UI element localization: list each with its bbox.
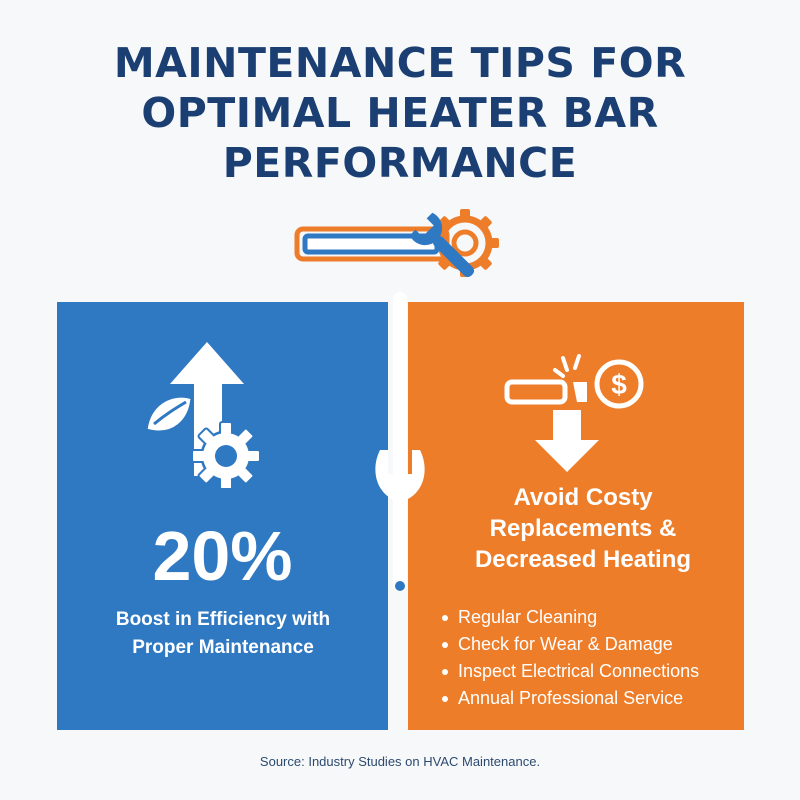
- title-line-3: PERFORMANCE: [222, 139, 578, 187]
- bullet-icon: [442, 668, 448, 675]
- broken-bar-cost-icon: $: [504, 354, 644, 472]
- svg-text:$: $: [611, 369, 627, 400]
- wrench-icon: [375, 292, 425, 592]
- maintenance-tips-list: Regular Cleaning Check for Wear & Damage…: [442, 604, 699, 712]
- tip-label: Annual Professional Service: [458, 688, 684, 708]
- list-item: Annual Professional Service: [442, 685, 699, 712]
- tip-label: Regular Cleaning: [458, 607, 598, 627]
- source-note: Source: Industry Studies on HVAC Mainten…: [259, 754, 541, 769]
- heater-bar-wrench-gear-icon: [294, 209, 499, 278]
- list-item: Check for Wear & Damage: [442, 631, 699, 658]
- bullet-icon: [442, 695, 448, 702]
- costs-panel: $ Avoid Costy Replacements & Decreased H…: [408, 302, 744, 730]
- efficiency-arrow-leaf-gear-icon: [144, 342, 261, 488]
- list-item: Regular Cleaning: [442, 604, 699, 631]
- tip-label: Check for Wear & Damage: [458, 634, 673, 654]
- page-title: MAINTENANCE TIPS FOR OPTIMAL HEATER BAR …: [40, 38, 760, 188]
- efficiency-stat: 20%: [152, 517, 293, 595]
- bullet-icon: [442, 641, 448, 648]
- efficiency-caption: Boost in Efficiency with Proper Maintena…: [115, 609, 331, 658]
- efficiency-panel: 20% Boost in Efficiency with Proper Main…: [57, 302, 388, 730]
- tip-label: Inspect Electrical Connections: [458, 661, 700, 681]
- costs-heading-line-1: Avoid Costy: [513, 484, 653, 511]
- costs-heading: Avoid Costy Replacements & Decreased Hea…: [438, 482, 728, 575]
- title-line-1: MAINTENANCE TIPS FOR: [113, 39, 687, 87]
- costs-heading-line-2: Replacements &: [489, 515, 677, 542]
- bullet-icon: [442, 614, 448, 621]
- list-item: Inspect Electrical Connections: [442, 658, 699, 685]
- costs-heading-line-3: Decreased Heating: [474, 546, 692, 573]
- title-line-2: OPTIMAL HEATER BAR: [141, 89, 659, 137]
